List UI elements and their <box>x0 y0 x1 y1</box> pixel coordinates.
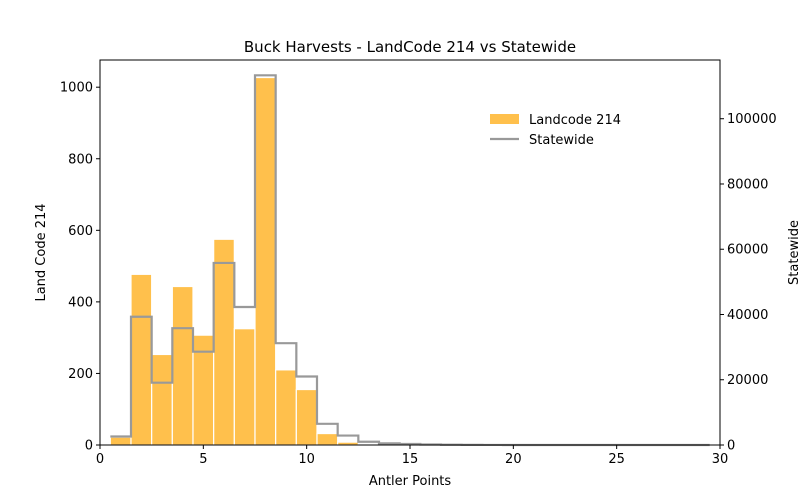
right-tick-label: 40000 <box>727 308 768 323</box>
x-tick-label: 10 <box>298 452 315 467</box>
left-tick-label: 600 <box>68 224 93 239</box>
left-tick-label: 800 <box>68 152 93 167</box>
chart-title: Buck Harvests - LandCode 214 vs Statewid… <box>244 38 576 56</box>
x-tick-label: 5 <box>199 452 207 467</box>
bar-11 <box>316 432 339 446</box>
right-tick-label: 20000 <box>727 373 768 388</box>
legend-bar-swatch <box>490 114 519 124</box>
x-tick-label: 15 <box>402 452 419 467</box>
x-tick-label: 25 <box>608 452 625 467</box>
right-tick-label: 80000 <box>727 177 768 192</box>
x-tick-label: 30 <box>712 452 729 467</box>
left-axis-ticks: 0 200 400 600 800 1000 <box>60 81 100 454</box>
legend-bar-label: Landcode 214 <box>529 113 621 128</box>
right-tick-label: 100000 <box>727 112 777 127</box>
x-axis-label: Antler Points <box>369 474 452 489</box>
bar-9 <box>275 369 297 446</box>
bar-10 <box>295 388 318 446</box>
bar-4 <box>171 285 194 446</box>
right-tick-label: 60000 <box>727 243 768 258</box>
x-tick-label: 0 <box>96 452 104 467</box>
legend-line-label: Statewide <box>529 133 594 148</box>
bar-6 <box>213 238 235 446</box>
bars-layer <box>109 76 401 446</box>
bar-8 <box>254 76 277 446</box>
bar-2 <box>130 273 153 446</box>
left-tick-label: 1000 <box>60 81 93 96</box>
x-tick-label: 20 <box>505 452 522 467</box>
left-tick-label: 0 <box>85 439 93 454</box>
right-axis-ticks: 0 20000 40000 60000 80000 100000 <box>720 112 777 454</box>
right-axis-label: Statewide <box>787 220 800 285</box>
bar-3 <box>151 353 173 446</box>
bar-7 <box>233 328 256 446</box>
left-tick-label: 400 <box>68 295 93 310</box>
right-tick-label: 0 <box>727 439 735 454</box>
left-axis-label: Land Code 214 <box>34 203 49 301</box>
left-tick-label: 200 <box>68 367 93 382</box>
x-axis-ticks: 0 5 10 15 20 25 30 <box>96 445 728 467</box>
bar-1 <box>109 436 132 446</box>
legend: Landcode 214 Statewide <box>490 113 621 148</box>
